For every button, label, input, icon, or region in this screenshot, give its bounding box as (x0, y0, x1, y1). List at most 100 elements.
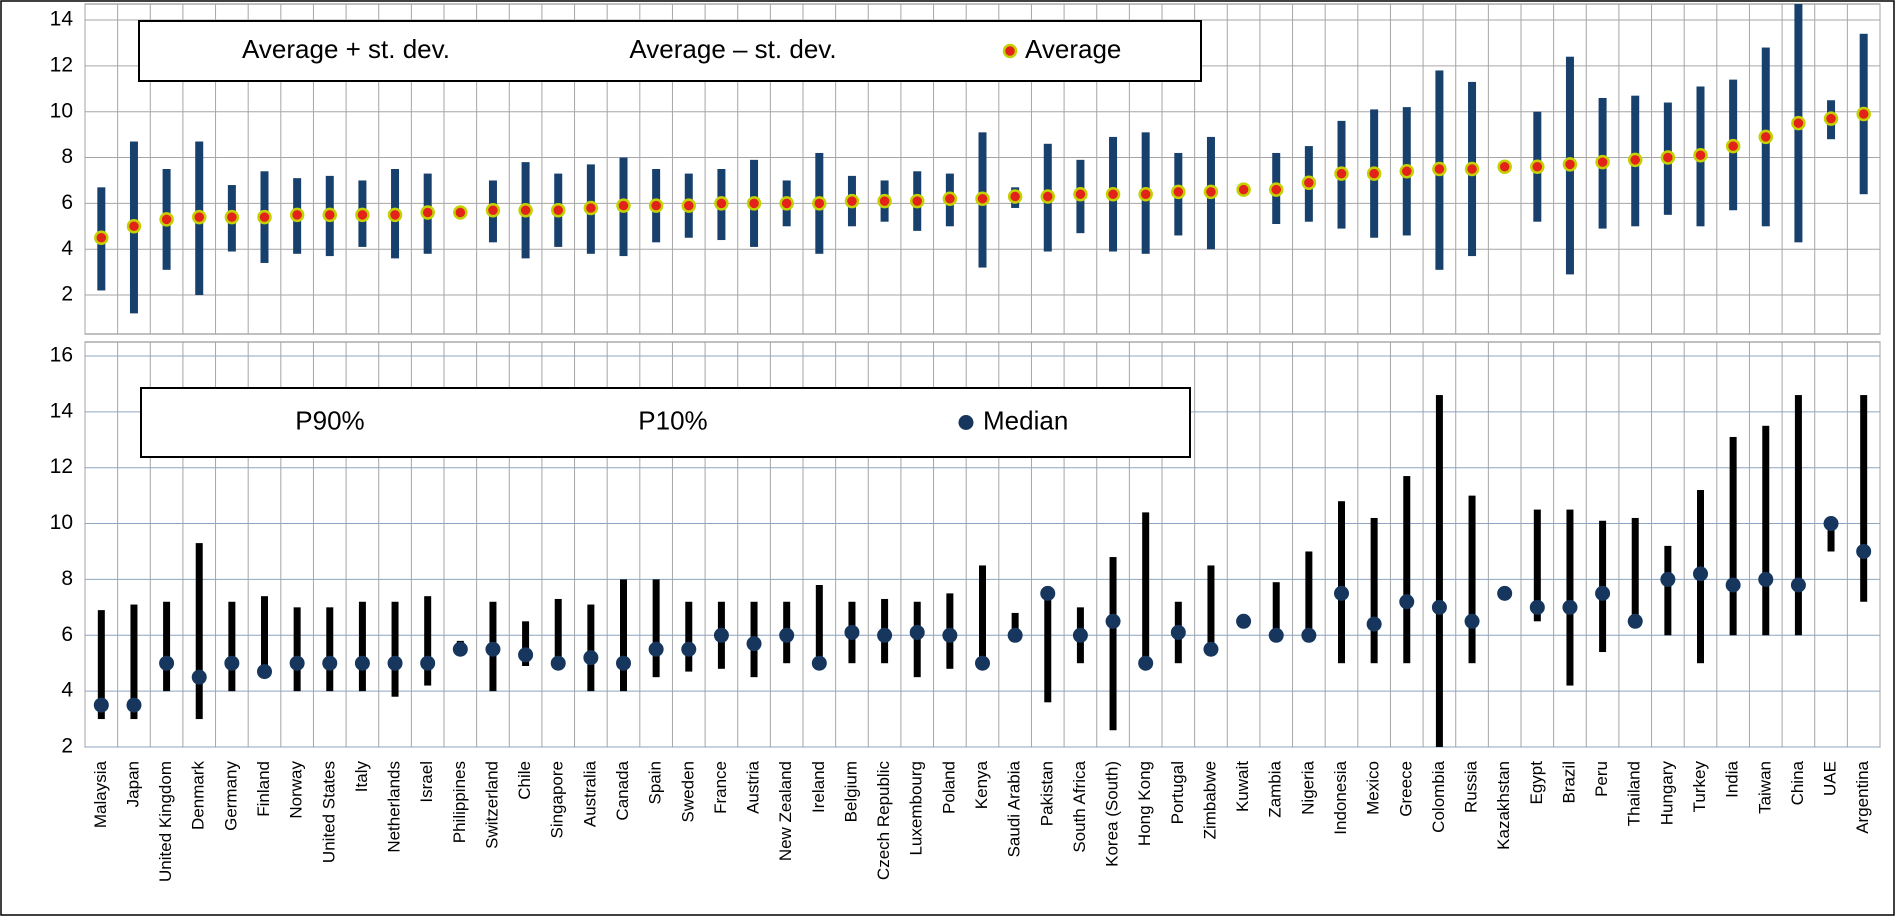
range-bar (97, 610, 105, 720)
range-bar (1631, 517, 1639, 622)
center-marker (289, 655, 305, 671)
center-marker (877, 627, 893, 643)
center-marker (746, 636, 762, 652)
center-marker (909, 624, 925, 640)
legend-marker (1002, 43, 1018, 59)
range-bar (620, 579, 627, 692)
center-marker (518, 203, 533, 218)
x-tick-label: Switzerland (482, 761, 501, 849)
center-marker (1725, 577, 1741, 593)
range-bar (1794, 395, 1802, 636)
x-tick-label: Sweden (678, 761, 697, 822)
center-marker (1432, 161, 1447, 177)
center-marker (1529, 599, 1545, 615)
x-tick-label: Poland (939, 761, 958, 814)
x-tick-label: Argentina (1853, 760, 1872, 833)
center-marker (1595, 154, 1610, 170)
center-marker (1203, 641, 1219, 657)
center-marker (420, 205, 435, 220)
range-bar (358, 601, 366, 692)
range-bar (1044, 593, 1052, 703)
range-bar (1011, 612, 1019, 636)
x-tick-label: Zimbabwe (1200, 761, 1219, 839)
center-marker (811, 655, 827, 671)
range-bar (1827, 523, 1835, 552)
center-marker (159, 655, 175, 671)
y-tick-label: 6 (61, 623, 73, 646)
x-tick-label: Ireland (809, 761, 828, 813)
x-tick-label: Kuwait (1233, 761, 1252, 812)
range-bar (522, 621, 530, 666)
center-marker (812, 196, 827, 211)
y-tick-label: 4 (61, 237, 73, 260)
center-marker (1334, 585, 1349, 601)
x-tick-label: Netherlands (385, 761, 404, 853)
center-marker (1464, 161, 1480, 177)
center-marker (975, 655, 990, 671)
range-bar (1109, 557, 1117, 731)
x-tick-label: Peru (1592, 761, 1611, 797)
center-marker (94, 230, 109, 245)
range-bar (195, 543, 203, 720)
y-tick-label: 2 (61, 283, 73, 306)
range-bar (652, 579, 660, 678)
x-tick-label: Colombia (1429, 760, 1448, 832)
center-marker (485, 203, 501, 218)
x-tick-label: Belgium (841, 761, 860, 822)
center-marker (1334, 166, 1349, 181)
center-marker (844, 624, 860, 640)
center-marker (93, 697, 109, 713)
x-tick-label: Philippines (450, 761, 469, 843)
legend-marker (958, 415, 974, 430)
center-marker (1562, 599, 1578, 615)
y-tick-label: 8 (61, 145, 73, 168)
range-bar (1762, 425, 1770, 636)
x-tick-label: Brazil (1559, 761, 1578, 804)
x-tick-label: United States (319, 761, 338, 863)
x-tick-label: Chile (515, 761, 534, 800)
center-marker (355, 207, 370, 223)
center-marker (550, 655, 566, 671)
center-marker (779, 196, 794, 211)
x-tick-label: Hungary (1657, 761, 1676, 826)
x-tick-label: Saudi Arabia (1005, 760, 1024, 857)
range-bar (130, 604, 138, 720)
center-marker (1301, 175, 1317, 190)
center-marker (1595, 585, 1611, 601)
center-marker (1399, 164, 1415, 179)
center-marker (1725, 138, 1741, 154)
center-marker (322, 207, 338, 223)
range-bar (979, 565, 986, 664)
range-bar (1370, 517, 1378, 664)
legend-label: P90% (295, 405, 364, 435)
y-tick-label: 2 (61, 735, 73, 758)
center-marker (844, 193, 860, 209)
x-tick-label: Indonesia (1331, 760, 1350, 834)
range-bar (587, 604, 595, 692)
center-marker (779, 627, 795, 643)
x-tick-label: Israel (417, 761, 436, 803)
center-marker (485, 641, 501, 657)
range-bar (1729, 436, 1737, 636)
range-bar (163, 601, 171, 692)
legend-box (140, 387, 1191, 458)
range-bar (685, 601, 693, 672)
x-tick-label: Mexico (1364, 761, 1383, 815)
center-marker (191, 669, 207, 685)
center-marker (1791, 115, 1806, 131)
center-marker (1301, 627, 1317, 643)
legend-box (138, 20, 1202, 82)
center-marker (681, 641, 697, 657)
x-tick-label: Kazakhstan (1494, 761, 1513, 850)
range-bar (1207, 565, 1215, 650)
center-marker (1562, 157, 1578, 172)
center-marker (126, 219, 142, 234)
center-marker (1790, 577, 1806, 593)
x-tick-label: Turkey (1690, 761, 1709, 813)
range-bar (424, 596, 432, 686)
center-marker (1105, 186, 1121, 202)
x-tick-label: Canada (613, 760, 632, 820)
range-bar (1860, 395, 1868, 602)
